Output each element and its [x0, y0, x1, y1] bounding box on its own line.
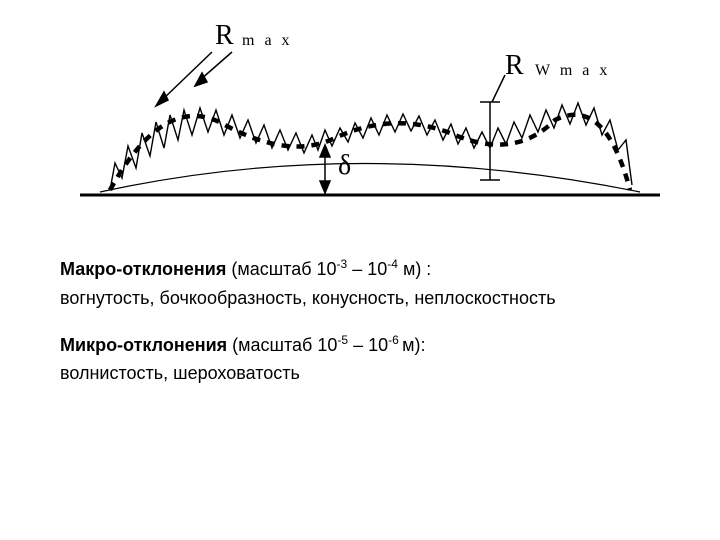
r-max-label-sub: m a x	[242, 32, 293, 50]
micro-exp1: -5	[337, 333, 348, 347]
rw-max-label-main: R	[505, 50, 524, 82]
dimension-arrows	[156, 52, 505, 193]
micro-list: волнистость, шероховатость	[60, 359, 660, 388]
micro-exp2: -6	[388, 333, 402, 347]
macro-deviation-arc	[100, 164, 640, 193]
delta-label: δ	[338, 150, 351, 182]
r-max-label-main: R	[215, 20, 234, 52]
macro-title: Макро-отклонения	[60, 259, 226, 279]
description-text: Макро-отклонения (масштаб 10-3 – 10-4 м)…	[60, 255, 660, 388]
macro-mid: – 10	[347, 259, 387, 279]
macro-exp2: -4	[387, 257, 398, 271]
micro-mid: – 10	[348, 335, 388, 355]
micro-deviations-line: Микро-отклонения (масштаб 10-5 – 10-6 м)…	[60, 331, 660, 360]
macro-suffix: м) :	[398, 259, 431, 279]
rw-max-label-sub: W m a x	[535, 62, 610, 80]
surface-roughness-diagram: R m a x R W m a x δ	[60, 20, 680, 220]
micro-suffix: м):	[402, 335, 425, 355]
macro-list: вогнутость, бочкообразность, конусность,…	[60, 284, 660, 313]
macro-deviations-line: Макро-отклонения (масштаб 10-3 – 10-4 м)…	[60, 255, 660, 284]
micro-scale-prefix: (масштаб 10	[227, 335, 337, 355]
waviness-profile	[110, 115, 630, 190]
spacer	[60, 313, 660, 331]
diagram-svg	[60, 20, 680, 220]
macro-scale-prefix: (масштаб 10	[226, 259, 336, 279]
macro-exp1: -3	[337, 257, 348, 271]
micro-title: Микро-отклонения	[60, 335, 227, 355]
